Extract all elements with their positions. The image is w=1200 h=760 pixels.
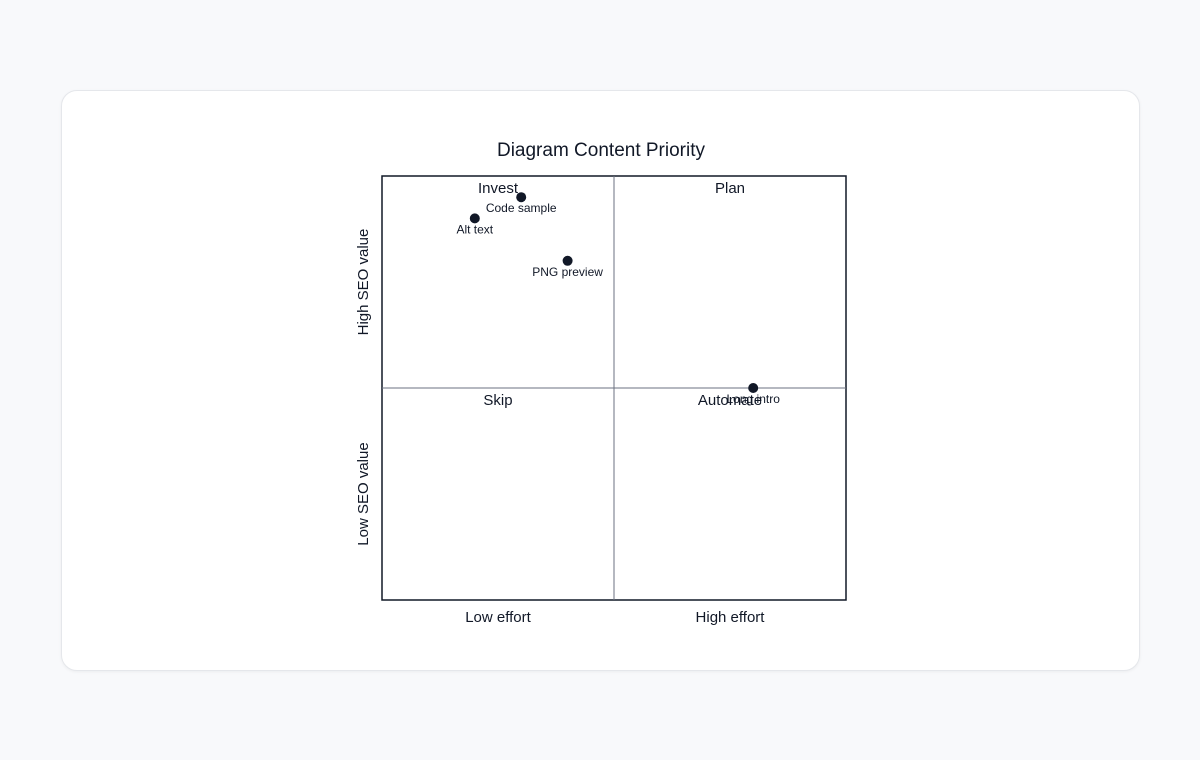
- chart-card: Diagram Content Priority Invest Plan Ski…: [61, 90, 1140, 671]
- quadrant-chart: Diagram Content Priority Invest Plan Ski…: [355, 140, 847, 626]
- data-points: Code sample Alt text PNG preview Long intro: [456, 192, 780, 406]
- y-axis-high-label: High SEO value: [355, 229, 372, 336]
- x-axis-low-label: Low effort: [465, 609, 531, 626]
- point-alt-text: [469, 213, 480, 224]
- x-axis-high-label: High effort: [696, 609, 766, 626]
- point-label-code-sample: Code sample: [486, 201, 557, 215]
- chart-title: Diagram Content Priority: [497, 140, 706, 161]
- point-long-intro: [748, 383, 759, 393]
- point-code-sample: [516, 192, 527, 203]
- point-label-alt-text: Alt text: [456, 222, 493, 236]
- point-png-preview: [562, 255, 573, 266]
- quadrant-label-skip: Skip: [483, 392, 512, 409]
- quadrant-label-plan: Plan: [715, 180, 745, 197]
- quadrant-label-automate: Automate: [698, 392, 762, 409]
- quadrant-label-invest: Invest: [478, 180, 519, 197]
- point-label-png-preview: PNG preview: [532, 265, 603, 279]
- y-axis-low-label: Low SEO value: [355, 442, 372, 545]
- point-label-long-intro: Long intro: [727, 392, 781, 406]
